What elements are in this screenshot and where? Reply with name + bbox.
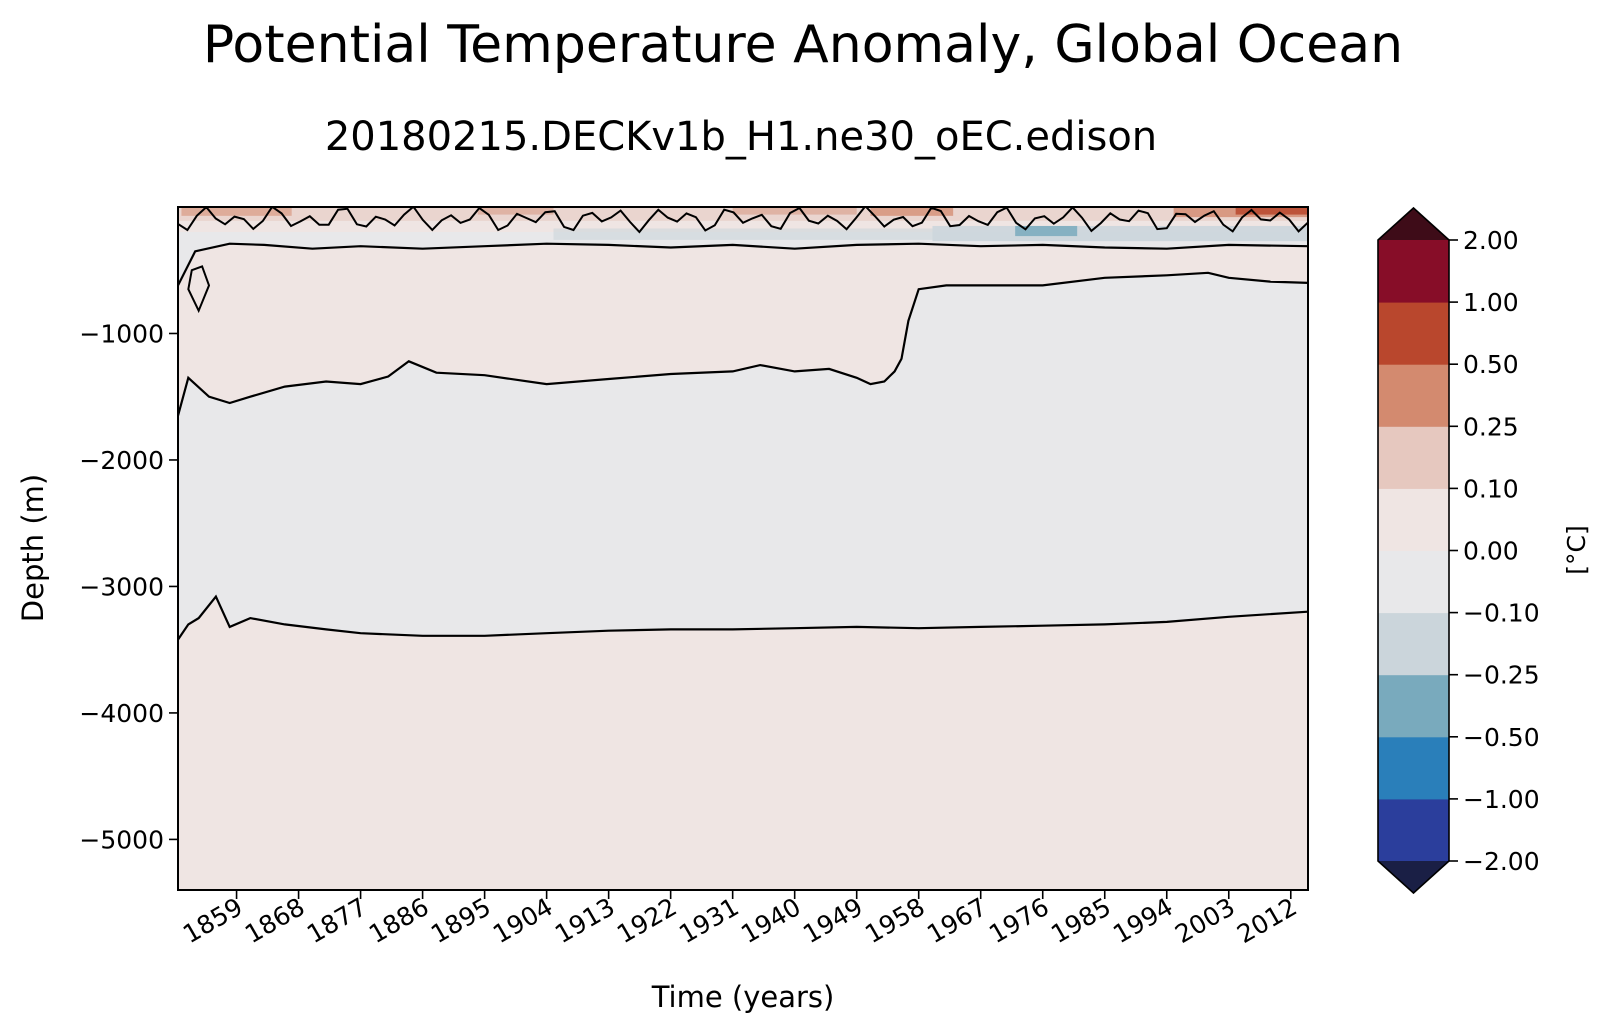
surface-patch: [932, 225, 1308, 242]
colorbar-segment: [1378, 240, 1449, 303]
zero-contours: [178, 207, 1308, 641]
surface-patch: [1015, 225, 1078, 237]
surface-contour-line: [178, 207, 1308, 234]
x-tick-label: 1868: [240, 892, 310, 949]
y-tick-label: −4000: [79, 699, 164, 728]
plot-frame: [177, 206, 1309, 891]
colorbar-segment: [1378, 426, 1449, 489]
x-axis: 1859186818771886189519041913192219311940…: [178, 890, 1302, 949]
contour-loop: [187, 265, 211, 314]
x-tick-label: 1985: [1046, 892, 1116, 949]
x-tick-label: 1958: [860, 892, 930, 949]
x-tick-label: 1949: [798, 892, 868, 949]
colorbar-extend-high: [1378, 208, 1449, 240]
colorbar-tick-label: −2.00: [1463, 847, 1540, 876]
colorbar-segment: [1378, 488, 1449, 551]
surface-patch: [181, 207, 292, 216]
colorbar-segment: [1378, 798, 1449, 862]
colorbar-tick-label: 1.00: [1463, 288, 1519, 317]
x-tick-label: 1994: [1108, 892, 1178, 949]
colorbar-segment: [1378, 302, 1449, 365]
y-tick-label: −1000: [79, 319, 164, 348]
y-tick-label: −3000: [79, 572, 164, 601]
surface-patches: [178, 207, 1308, 242]
surface-patch: [178, 207, 1308, 221]
surface-patch: [1235, 207, 1308, 215]
chart-title: Potential Temperature Anomaly, Global Oc…: [203, 15, 1403, 75]
x-tick-label: 1877: [302, 892, 372, 949]
zero-contour-line: [178, 594, 1308, 641]
x-tick-label: 1922: [612, 892, 682, 949]
y-axis-label: Depth (m): [16, 474, 50, 622]
x-tick-label: 1976: [984, 892, 1054, 949]
colorbar-segment: [1378, 364, 1449, 427]
chart-subtitle: 20180215.DECKv1b_H1.ne30_oEC.edison: [325, 114, 1157, 160]
x-tick-label: 1931: [674, 892, 744, 949]
upper-cool-band: [178, 232, 1308, 286]
colorbar-label: [°C]: [1562, 525, 1591, 574]
colorbar-tick-label: −0.25: [1463, 661, 1540, 690]
zero-contour-line: [178, 242, 1308, 286]
x-tick-label: 2003: [1170, 892, 1240, 949]
x-tick-label: 2012: [1232, 892, 1302, 949]
colorbar-tick-label: 0.10: [1463, 474, 1519, 503]
colorbar-tick-label: 2.00: [1463, 226, 1519, 255]
cool-region: [178, 272, 1308, 640]
x-tick-label: 1967: [922, 892, 992, 949]
surface-patch: [870, 207, 954, 216]
x-tick-label: 1895: [426, 892, 496, 949]
y-tick-label: −5000: [79, 825, 164, 854]
colorbar-segment: [1378, 550, 1449, 614]
surface-patch: [477, 207, 554, 215]
zero-contour-line: [178, 271, 1308, 416]
plot-area: [178, 207, 1308, 890]
colorbar-tick-label: 0.50: [1463, 350, 1519, 379]
x-tick-label: 1913: [550, 892, 620, 949]
colorbar-extend-low: [1378, 861, 1449, 893]
colorbar-tick-label: 0.25: [1463, 412, 1519, 441]
x-tick-label: 1904: [488, 892, 558, 949]
y-tick-label: −2000: [79, 446, 164, 475]
x-tick-label: 1886: [364, 892, 434, 949]
colorbar-tick-label: −0.50: [1463, 723, 1540, 752]
colorbar-segment: [1378, 674, 1449, 738]
x-tick-label: 1859: [178, 892, 248, 949]
x-tick-label: 1940: [736, 892, 806, 949]
y-axis: −1000 −2000 −3000 −4000 −5000: [79, 319, 178, 854]
surface-patch: [553, 228, 933, 240]
colorbar: −2.00 −1.00 −0.50 −0.25 −0.10 0.00 0.10 0.25 0.5…: [1377, 206, 1540, 895]
x-axis-label: Time (years): [651, 980, 835, 1014]
colorbar-tick-label: −0.10: [1463, 599, 1540, 628]
colorbar-tick-label: 0.00: [1463, 537, 1519, 566]
colorbar-tick-label: −1.00: [1463, 785, 1540, 814]
colorbar-segment: [1378, 736, 1449, 800]
colorbar-segment: [1378, 612, 1449, 676]
